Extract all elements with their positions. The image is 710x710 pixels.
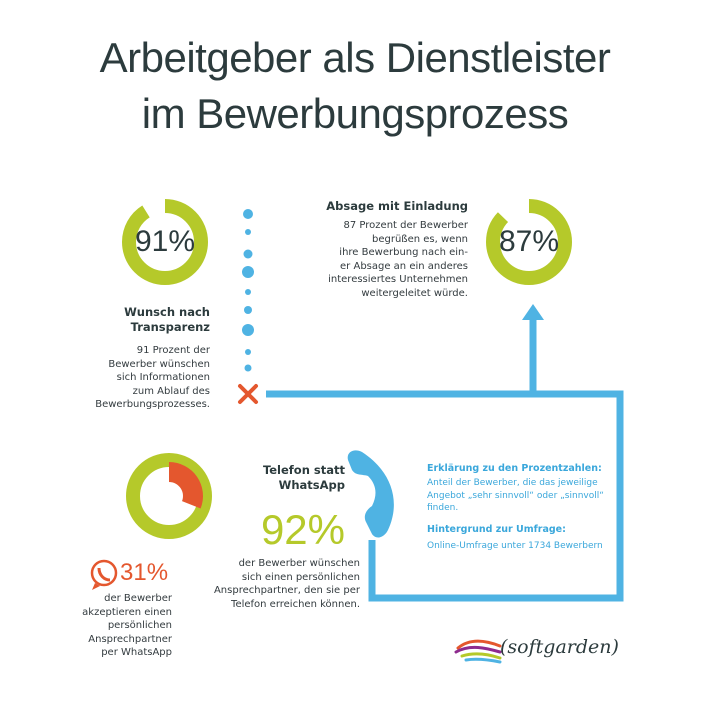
- whatsapp-icon: [90, 559, 118, 590]
- ring-chart-transparency: [122, 199, 208, 285]
- logo-text: softgarden: [507, 636, 612, 658]
- softgarden-logo: (softgarden): [500, 636, 619, 658]
- explain-body: Anteil der Bewerber, die das jeweilige A…: [427, 478, 604, 513]
- title-line-1: Arbeitgeber als Dienstleister: [99, 34, 611, 81]
- arrow-up-icon: [522, 304, 544, 320]
- dotted-path: [242, 209, 254, 372]
- softgarden-logo-mark: [454, 639, 502, 664]
- phone-heading: Telefon statt WhatsApp: [262, 463, 345, 492]
- percent-31: 31%: [120, 559, 169, 586]
- transparency-body: 91 Prozent der Bewerber wünschen sich In…: [95, 345, 210, 410]
- ring-chart-whatsapp: [126, 453, 212, 539]
- info-box: Erklärung zu den Prozentzahlen: Anteil d…: [427, 462, 612, 552]
- phone-body: der Bewerber wünschen sich einen persönl…: [213, 558, 360, 610]
- survey-heading: Hintergrund zur Umfrage:: [427, 523, 566, 535]
- ring-91-arc: [122, 199, 208, 285]
- ring-31-segment: [169, 462, 203, 509]
- percent-92: 92%: [260, 506, 345, 553]
- percent-91: 91%: [134, 225, 196, 258]
- phone-icon: [347, 450, 394, 538]
- connector-path: [266, 318, 624, 602]
- ring-31-track: [126, 453, 212, 539]
- title-line-2: im Bewerbungsprozess: [141, 90, 569, 137]
- ring-87-arc: [486, 199, 572, 285]
- survey-body: Online-Umfrage unter 1734 Bewerbern: [427, 540, 603, 551]
- rejection-body: 87 Prozent der Bewerber begrüßen es, wen…: [328, 220, 468, 299]
- whatsapp-body: der Bewerber akzeptieren einen persönlic…: [82, 593, 172, 658]
- explain-heading: Erklärung zu den Prozentzahlen:: [427, 463, 602, 474]
- cross-icon: [238, 384, 258, 404]
- percent-87: 87%: [498, 225, 560, 258]
- page-title: Arbeitgeber als Dienstleister im Bewerbu…: [0, 30, 710, 142]
- ring-chart-rejection: [486, 199, 572, 285]
- rejection-heading: Absage mit Einladung: [326, 199, 468, 213]
- transparency-heading: Wunsch nach Transparenz: [124, 305, 210, 334]
